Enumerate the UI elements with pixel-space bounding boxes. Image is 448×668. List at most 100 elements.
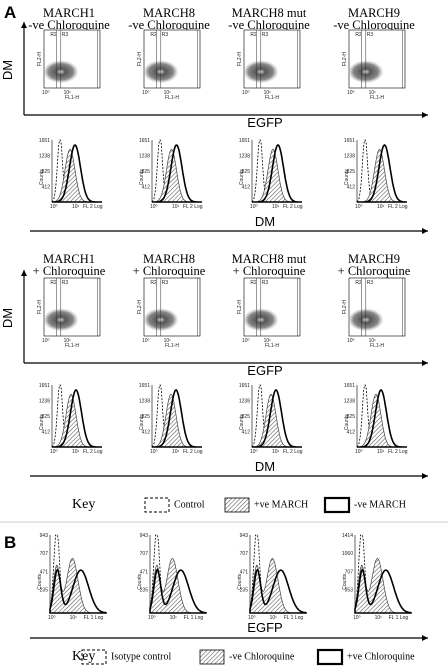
column-title: + Chloroquine: [233, 264, 306, 278]
gate-label: R3: [62, 32, 69, 38]
y-axis-label: Counts: [239, 414, 245, 430]
y-axis-label: FL2-H: [137, 300, 143, 314]
axis-title: EGFP: [247, 363, 282, 378]
gate-label: R2: [355, 280, 362, 286]
key-label: Isotype control: [111, 651, 171, 662]
gate-label: R2: [250, 32, 257, 38]
gate-label: R3: [262, 280, 269, 286]
x-tick-label: 10⁰: [242, 338, 250, 344]
y-tick-label: 1651: [239, 383, 250, 389]
y-axis-label: Counts: [237, 573, 243, 589]
x-tick-label: 10¹: [272, 449, 280, 455]
gate-label: R3: [367, 280, 374, 286]
x-axis-label: FL1-H: [370, 95, 384, 101]
hist-axes: [251, 385, 302, 448]
hist-axes: [354, 535, 411, 614]
axis-title: EGFP: [247, 620, 282, 635]
x-tick-label: 10⁰: [250, 449, 258, 455]
key-swatch: [81, 649, 107, 665]
y-axis-label: FL2-H: [342, 300, 348, 314]
x-tick-label: 10¹: [164, 90, 172, 96]
gate-label: R2: [50, 280, 57, 286]
y-tick-label: 412: [347, 185, 356, 191]
positive-curve: [51, 393, 102, 448]
y-tick-label: 1238: [344, 399, 355, 405]
x-axis-label: FL1-H: [370, 343, 384, 349]
y-tick-label: 412: [242, 430, 251, 436]
y-tick-label: 412: [142, 430, 151, 436]
gate-label: R2: [355, 32, 362, 38]
column-title: -ve Chloroquine: [333, 18, 415, 32]
x-tick-label: 10⁰: [353, 615, 361, 621]
x-tick-label: 10⁰: [347, 90, 355, 96]
positive-curve: [357, 148, 407, 203]
gate-label: R3: [367, 32, 374, 38]
axis-title: DM: [255, 214, 275, 229]
axis-title: DM: [255, 459, 275, 474]
neg-chloroquine-curve: [149, 557, 206, 614]
x-tick-label: 10¹: [375, 615, 383, 621]
key-title: Key: [72, 497, 95, 512]
hist-axes: [51, 385, 102, 448]
x-axis-label: FL 2 Log: [283, 449, 303, 455]
hist-axes: [51, 140, 102, 203]
y-tick-label: 1651: [39, 383, 50, 389]
gate-label: R2: [150, 280, 157, 286]
y-tick-label: 1238: [239, 399, 250, 405]
axis-title: EGFP: [247, 115, 282, 130]
x-axis-label: FL 2 Log: [83, 449, 103, 455]
y-axis-label: Counts: [137, 573, 143, 589]
y-tick-label: 707: [140, 551, 149, 557]
y-tick-label: 412: [42, 185, 51, 191]
column-title: + Chloroquine: [133, 264, 206, 278]
hist-axes: [249, 535, 306, 614]
y-tick-label: 1238: [39, 154, 50, 160]
x-axis-label: FL1-H: [265, 343, 279, 349]
x-tick-label: 10⁰: [148, 615, 156, 621]
x-tick-label: 10⁰: [42, 90, 50, 96]
gate-label: R3: [262, 32, 269, 38]
x-tick-label: 10⁰: [250, 204, 258, 210]
y-tick-label: 1238: [139, 154, 150, 160]
x-tick-label: 10¹: [270, 615, 278, 621]
hist-axes: [356, 140, 407, 203]
y-tick-label: 1238: [344, 154, 355, 160]
y-tick-label: 943: [140, 533, 149, 539]
arrow-head: [422, 635, 428, 641]
y-tick-label: 235: [240, 587, 249, 593]
hist-axes: [149, 535, 206, 614]
positive-curve: [51, 149, 102, 203]
neg-chloroquine-curve: [249, 557, 306, 614]
y-tick-label: 825: [42, 169, 51, 175]
y-tick-label: 1238: [239, 154, 250, 160]
x-axis-label: FL 1 Log: [389, 615, 409, 621]
x-tick-label: 10⁰: [248, 615, 256, 621]
x-tick-label: 10⁰: [150, 449, 158, 455]
column-title: + Chloroquine: [338, 264, 411, 278]
x-axis-label: FL 2 Log: [283, 204, 303, 210]
x-axis-label: FL 2 Log: [183, 204, 203, 210]
x-tick-label: 10⁰: [50, 449, 58, 455]
column-title: MARCH8 mut: [232, 6, 307, 20]
x-tick-label: 10⁰: [150, 204, 158, 210]
panel-label: B: [4, 533, 16, 552]
arrow-head: [422, 228, 428, 234]
y-axis-label: Counts: [39, 414, 45, 430]
panel-label: A: [4, 3, 16, 22]
pos-chloroquine-curve: [49, 568, 107, 614]
y-tick-label: 412: [347, 430, 356, 436]
y-tick-label: 943: [240, 533, 249, 539]
key-swatch: [199, 649, 225, 665]
hist-axes: [151, 140, 202, 203]
pos-chloroquine-curve: [354, 568, 412, 614]
x-axis-label: FL 1 Log: [284, 615, 304, 621]
x-tick-label: 10¹: [264, 90, 272, 96]
x-axis-label: FL1-H: [165, 95, 179, 101]
column-title: MARCH8: [143, 252, 195, 266]
y-axis-label: Counts: [342, 573, 348, 589]
x-axis-label: FL 2 Log: [83, 204, 103, 210]
y-axis-label: Counts: [37, 573, 43, 589]
key-label: -ve Chloroquine: [229, 651, 295, 662]
x-tick-label: 10⁰: [347, 338, 355, 344]
y-tick-label: 1651: [239, 138, 250, 144]
